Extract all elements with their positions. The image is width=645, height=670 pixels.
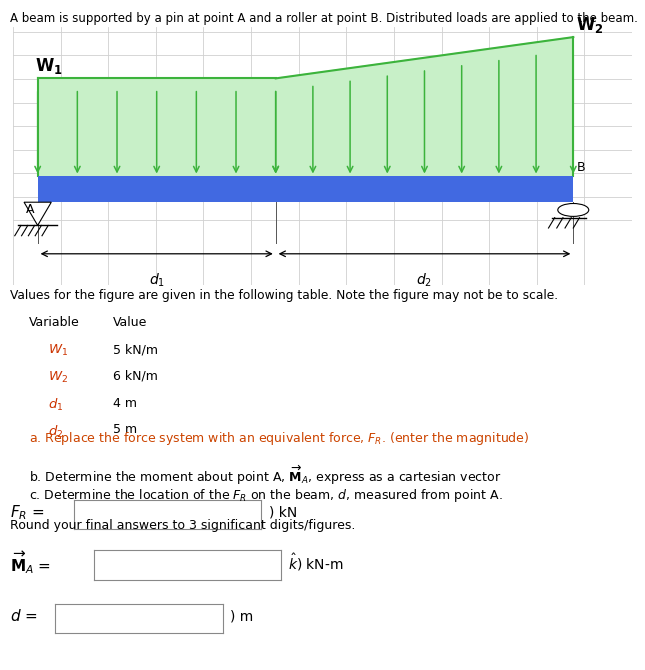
Text: B: B xyxy=(577,161,585,174)
Polygon shape xyxy=(37,78,275,176)
Text: Variable: Variable xyxy=(29,316,80,329)
Text: a. Replace the force system with an equivalent force, $F_R$. (enter the magnitud: a. Replace the force system with an equi… xyxy=(29,430,530,447)
Text: Round your final answers to 3 significant digits/figures.: Round your final answers to 3 significan… xyxy=(10,519,355,531)
Text: 4 m: 4 m xyxy=(113,397,137,409)
Text: Value: Value xyxy=(113,316,147,329)
Circle shape xyxy=(558,204,589,216)
Text: $\hat{k}$) kN-m: $\hat{k}$) kN-m xyxy=(288,552,344,574)
Text: $\overrightarrow{\mathbf{M}}_A$ =: $\overrightarrow{\mathbf{M}}_A$ = xyxy=(10,549,51,576)
Text: $W_2$: $W_2$ xyxy=(48,370,68,385)
Text: $d_2$: $d_2$ xyxy=(417,272,433,289)
Text: ) m: ) m xyxy=(230,610,253,623)
Text: ) kN: ) kN xyxy=(269,506,297,519)
Text: $\mathbf{W_1}$: $\mathbf{W_1}$ xyxy=(35,56,63,76)
Text: A beam is supported by a pin at point A and a roller at point B. Distributed loa: A beam is supported by a pin at point A … xyxy=(10,12,637,25)
Text: A: A xyxy=(26,204,35,216)
Text: $d_2$: $d_2$ xyxy=(48,423,64,440)
Polygon shape xyxy=(24,202,52,225)
Text: $d_1$: $d_1$ xyxy=(148,272,164,289)
Text: $W_1$: $W_1$ xyxy=(48,343,68,358)
Text: 6 kN/m: 6 kN/m xyxy=(113,370,158,383)
Text: Values for the figure are given in the following table. Note the figure may not : Values for the figure are given in the f… xyxy=(10,289,558,302)
Text: c. Determine the location of the $F_R$ on the beam, $d$, measured from point A.: c. Determine the location of the $F_R$ o… xyxy=(29,487,502,504)
Text: $F_R$ =: $F_R$ = xyxy=(10,503,45,522)
Polygon shape xyxy=(275,37,573,176)
Bar xyxy=(37,176,573,202)
Text: b. Determine the moment about point A, $\overrightarrow{\mathbf{M}}_A$, express : b. Determine the moment about point A, $… xyxy=(29,464,502,487)
Text: $\mathbf{W_2}$: $\mathbf{W_2}$ xyxy=(577,15,604,35)
Text: $d_1$: $d_1$ xyxy=(48,397,64,413)
Text: 5 kN/m: 5 kN/m xyxy=(113,343,158,356)
Text: $d$ =: $d$ = xyxy=(10,608,37,624)
Text: 5 m: 5 m xyxy=(113,423,137,436)
